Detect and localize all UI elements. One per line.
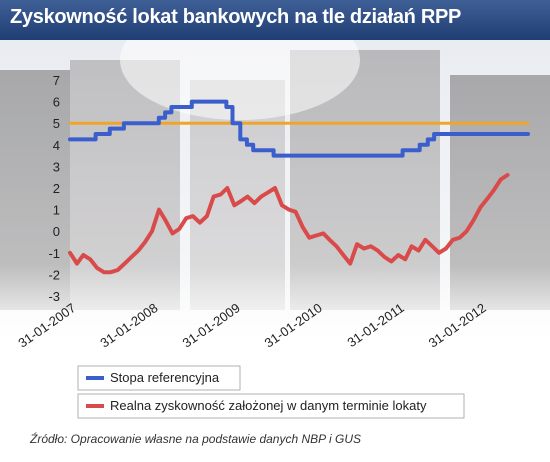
x-tick-label: 31-01-2012: [426, 300, 489, 350]
background-photo: [0, 40, 550, 340]
y-tick-label: -1: [48, 246, 60, 261]
chart-title: Zyskowność lokat bankowych na tle działa…: [10, 6, 462, 28]
plot-series: [68, 99, 530, 275]
legend-label-realna: Realna zyskowność założonej w danym term…: [110, 398, 427, 413]
x-axis: 31-01-2007 31-01-2008 31-01-2009 31-01-2010…: [15, 300, 488, 350]
y-tick-label: 0: [53, 224, 60, 239]
y-tick-label: 5: [53, 116, 60, 131]
y-tick-label: 4: [53, 138, 60, 153]
x-tick-label: 31-01-2009: [180, 300, 243, 350]
x-tick-label: 31-01-2007: [15, 300, 78, 350]
source-note: Źródło: Opracowanie własne na podstawie …: [30, 432, 362, 446]
y-tick-label: 3: [53, 159, 60, 174]
series-line-realna: [68, 173, 510, 275]
y-tick-label: -3: [48, 289, 60, 304]
x-tick-label: 31-01-2011: [344, 300, 406, 350]
legend-label-stopa: Stopa referencyjna: [110, 370, 220, 385]
y-tick-label: 2: [53, 181, 60, 196]
y-axis: 7 6 5 4 3 2 1 0 -1 -2 -3: [48, 73, 60, 304]
x-tick-label: 31-01-2008: [97, 300, 160, 350]
legend-box-realna: [77, 393, 465, 419]
series-line-stopa: [68, 99, 530, 158]
y-tick-label: -2: [48, 267, 60, 282]
legend-box-stopa: [77, 365, 241, 391]
y-tick-label: 6: [53, 95, 60, 110]
y-tick-label: 7: [53, 73, 60, 88]
x-tick-label: 31-01-2010: [262, 300, 325, 350]
legend: Stopa referencyjna Realna zyskowność zał…: [77, 365, 465, 419]
y-tick-label: 1: [53, 203, 60, 218]
title-bar: Zyskowność lokat bankowych na tle działa…: [0, 0, 550, 40]
